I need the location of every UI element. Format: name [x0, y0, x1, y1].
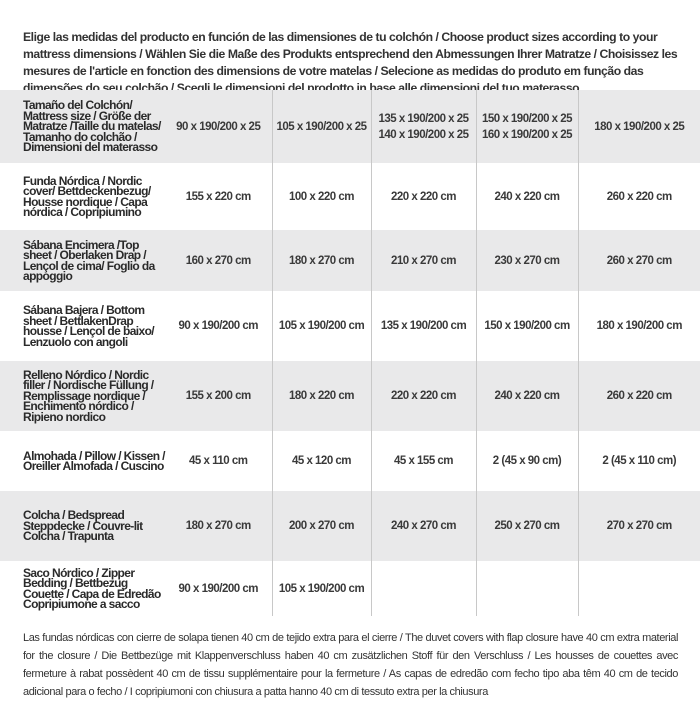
size-value: 180 x 270 cm: [165, 491, 272, 561]
size-value: [371, 561, 476, 616]
table-row: Sábana Encimera /Top sheet / Oberlaken D…: [0, 230, 700, 291]
size-value: 240 x 220 cm: [476, 361, 578, 431]
table-row: Funda Nórdica / Nordic cover/ Bettdecken…: [0, 163, 700, 230]
size-value: 180 x 190/200 cm: [578, 291, 700, 361]
size-value: 240 x 270 cm: [371, 491, 476, 561]
row-label: Colcha / Bedspread Steppdecke / Couvre-l…: [0, 491, 165, 561]
size-value: 155 x 200 cm: [165, 361, 272, 431]
mattress-size: 180 x 190/200 x 25: [578, 90, 700, 163]
size-value: 220 x 220 cm: [371, 163, 476, 230]
mattress-size: 90 x 190/200 x 25: [165, 90, 272, 163]
header-label: Tamaño del Colchón/ Mattress size / Größ…: [0, 90, 165, 163]
size-value: 240 x 220 cm: [476, 163, 578, 230]
size-value: 45 x 110 cm: [165, 431, 272, 491]
table-row: Almohada / Pillow / Kissen / Oreiller Al…: [0, 431, 700, 491]
mattress-size: 105 x 190/200 x 25: [272, 90, 371, 163]
row-label: Funda Nórdica / Nordic cover/ Bettdecken…: [0, 163, 165, 230]
size-value: 90 x 190/200 cm: [165, 561, 272, 616]
size-value: 2 (45 x 90 cm): [476, 431, 578, 491]
size-value: 200 x 270 cm: [272, 491, 371, 561]
size-value: 180 x 220 cm: [272, 361, 371, 431]
size-value: 105 x 190/200 cm: [272, 291, 371, 361]
size-line: 180 x 190/200 x 25: [579, 119, 700, 135]
size-value: 230 x 270 cm: [476, 230, 578, 291]
size-line: 90 x 190/200 x 25: [165, 119, 272, 135]
size-value: 210 x 270 cm: [371, 230, 476, 291]
row-label: Almohada / Pillow / Kissen / Oreiller Al…: [0, 431, 165, 491]
size-value: 150 x 190/200 cm: [476, 291, 578, 361]
size-value: 270 x 270 cm: [578, 491, 700, 561]
size-value: 250 x 270 cm: [476, 491, 578, 561]
row-label: Saco Nórdico / Zipper Bedding / Bettbezu…: [0, 561, 165, 616]
size-value: 260 x 220 cm: [578, 361, 700, 431]
table-row: Relleno Nórdico / Nordic filler / Nordis…: [0, 361, 700, 431]
size-line: 135 x 190/200 x 25: [372, 111, 476, 127]
row-label: Relleno Nórdico / Nordic filler / Nordis…: [0, 361, 165, 431]
intro-text: Elige las medidas del producto en funció…: [23, 29, 683, 97]
table-row: Sábana Bajera / Bottom sheet / Bettlaken…: [0, 291, 700, 361]
size-value: 105 x 190/200 cm: [272, 561, 371, 616]
size-line: 140 x 190/200 x 25: [372, 127, 476, 143]
size-value: [476, 561, 578, 616]
size-line: 150 x 190/200 x 25: [477, 111, 578, 127]
row-label: Sábana Bajera / Bottom sheet / Bettlaken…: [0, 291, 165, 361]
table-row: Colcha / Bedspread Steppdecke / Couvre-l…: [0, 491, 700, 561]
size-value: 155 x 220 cm: [165, 163, 272, 230]
size-value: 180 x 270 cm: [272, 230, 371, 291]
size-value: 260 x 270 cm: [578, 230, 700, 291]
size-value: 160 x 270 cm: [165, 230, 272, 291]
size-line: 160 x 190/200 x 25: [477, 127, 578, 143]
size-line: 105 x 190/200 x 25: [273, 119, 371, 135]
size-table: Tamaño del Colchón/ Mattress size / Größ…: [0, 90, 700, 616]
footnote: Las fundas nórdicas con cierre de solapa…: [23, 629, 678, 701]
header-row: Tamaño del Colchón/ Mattress size / Größ…: [0, 90, 700, 163]
size-value: 100 x 220 cm: [272, 163, 371, 230]
row-label: Sábana Encimera /Top sheet / Oberlaken D…: [0, 230, 165, 291]
size-value: 45 x 120 cm: [272, 431, 371, 491]
size-value: 2 (45 x 110 cm): [578, 431, 700, 491]
size-value: 90 x 190/200 cm: [165, 291, 272, 361]
size-value: 260 x 220 cm: [578, 163, 700, 230]
size-value: 220 x 220 cm: [371, 361, 476, 431]
size-value: [578, 561, 700, 616]
size-value: 45 x 155 cm: [371, 431, 476, 491]
size-value: 135 x 190/200 cm: [371, 291, 476, 361]
table-row: Saco Nórdico / Zipper Bedding / Bettbezu…: [0, 561, 700, 616]
